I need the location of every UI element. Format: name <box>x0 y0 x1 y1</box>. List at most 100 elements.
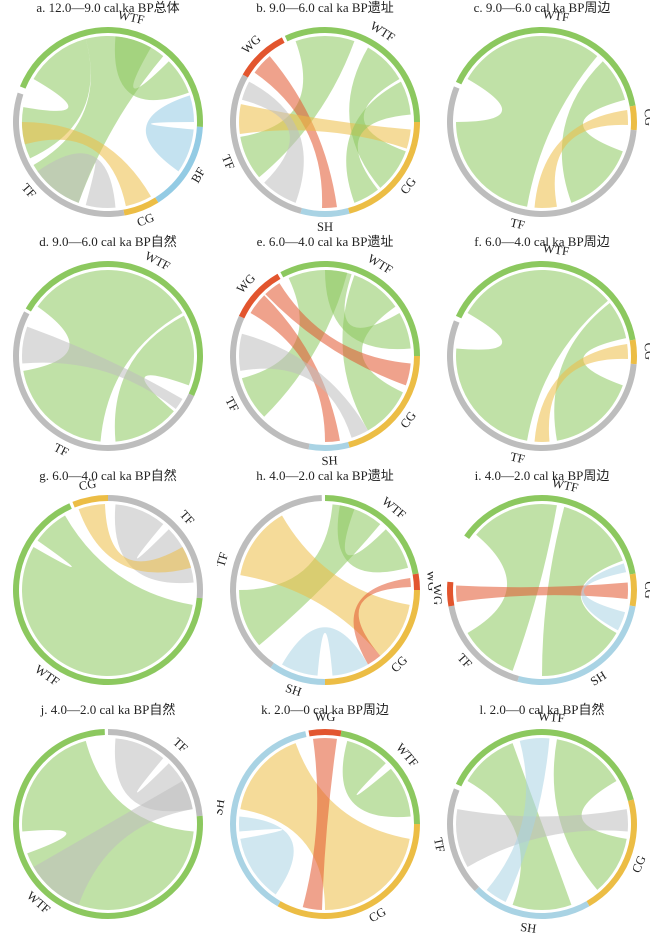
chord-ribbon <box>239 333 368 438</box>
chord-ribbon <box>553 739 627 890</box>
group-arc <box>277 824 420 920</box>
group-label: WTF <box>117 8 146 27</box>
group-arc <box>629 339 637 365</box>
group-label: BF <box>188 165 208 185</box>
chord-diagram: WTF CG TF <box>447 7 650 232</box>
chord-ribbon <box>114 315 194 442</box>
chord-ribbon <box>250 295 340 442</box>
group-arc <box>230 315 310 450</box>
group-arc <box>455 26 636 107</box>
chord-panel: g. 6.0—4.0 cal ka BP自然 CG TF WTF <box>0 468 216 700</box>
group-label: WG <box>434 584 445 605</box>
group-arc <box>447 788 480 892</box>
group-label: CG <box>78 476 98 493</box>
group-label: SH <box>217 798 227 816</box>
group-arc <box>230 74 302 214</box>
chord-ribbon <box>581 563 627 631</box>
panel-title: g. 6.0—4.0 cal ka BP自然 <box>39 468 177 483</box>
group-label: SH <box>519 920 537 934</box>
panel-title: c. 9.0—6.0 cal ka BP周边 <box>473 0 611 15</box>
group-label: SH <box>317 220 333 232</box>
group-label: WG <box>315 710 336 724</box>
chord-ribbon <box>534 344 628 442</box>
chord-ribbon <box>561 61 626 203</box>
chord-ribbon <box>265 283 411 386</box>
chord-ribbon <box>456 809 628 867</box>
chord-ribbon <box>554 303 627 441</box>
group-arc <box>108 729 203 817</box>
group-arc <box>325 590 420 685</box>
chord-ribbon <box>241 81 304 203</box>
chord-ribbon <box>302 738 337 910</box>
group-label: TF <box>219 153 238 172</box>
group-label: TF <box>177 508 197 528</box>
group-arc <box>308 729 342 737</box>
group-arc <box>629 573 637 607</box>
chord-ribbon <box>353 578 411 665</box>
panel-title: l. 2.0—0 cal ka BP自然 <box>479 702 605 717</box>
group-arc <box>280 261 420 356</box>
group-arc <box>13 92 125 217</box>
chord-panel: d. 9.0—6.0 cal ka BP自然 WTF TF <box>0 234 216 466</box>
chord-panel: i. 4.0—2.0 cal ka BP周边 WTF CG SH TF WG <box>434 468 650 700</box>
chord-panel: e. 6.0—4.0 cal ka BP遗址 WTF CG SH TF WG <box>217 234 433 466</box>
chord-ribbon <box>342 275 403 431</box>
group-label: CG <box>642 342 650 360</box>
chord-diagram: WTF CG SH TF <box>434 709 649 934</box>
group-label: CG <box>642 581 650 598</box>
group-arc <box>447 581 455 607</box>
chord-ribbon <box>254 56 337 209</box>
group-arc <box>455 729 634 801</box>
chord-ribbon <box>534 110 628 208</box>
panel-title: a. 12.0—9.0 cal ka BP总体 <box>36 0 180 15</box>
group-label: CG <box>642 108 650 126</box>
group-label: TF <box>434 836 448 853</box>
group-label: SH <box>321 453 338 466</box>
group-arc <box>348 356 420 448</box>
chord-panel: k. 2.0—0 cal ka BP周边 WG WTF CG SH <box>217 702 433 934</box>
chord-ribbon <box>342 740 411 818</box>
group-arc <box>270 662 325 685</box>
chord-ribbon <box>33 781 193 905</box>
chord-ribbon <box>78 504 192 573</box>
group-arc <box>474 886 590 919</box>
group-arc <box>284 26 420 122</box>
group-label: TF <box>509 215 526 232</box>
group-label: TF <box>52 440 71 459</box>
group-label: WG <box>424 570 433 592</box>
panel-title: k. 2.0—0 cal ka BP周边 <box>261 702 389 717</box>
chord-panel: f. 6.0—4.0 cal ka BP周边 WTF CG TF <box>434 234 650 466</box>
chord-ribbon <box>456 270 608 441</box>
chord-panel: h. 4.0—2.0 cal ka BP遗址 WTF WG CG SH TF <box>217 468 433 700</box>
group-arc <box>308 441 350 451</box>
chord-panel: l. 2.0—0 cal ka BP自然 WTF CG SH TF <box>434 702 650 934</box>
group-arc <box>325 495 419 575</box>
panel-title: h. 4.0—2.0 cal ka BP遗址 <box>256 468 394 483</box>
group-arc <box>412 573 420 590</box>
group-label: SH <box>284 681 303 699</box>
group-arc <box>517 605 636 685</box>
group-label: TF <box>509 449 526 466</box>
group-arc <box>238 273 281 319</box>
panel-title: b. 9.0—6.0 cal ka BP遗址 <box>256 0 394 15</box>
chord-ribbon <box>114 36 189 101</box>
panel-title: d. 9.0—6.0 cal ka BP自然 <box>39 234 177 249</box>
group-label: WTF <box>542 241 570 258</box>
group-arc <box>455 260 636 341</box>
chord-ribbon <box>21 515 193 676</box>
group-arc <box>629 105 637 131</box>
chord-ribbon <box>349 47 406 188</box>
group-arc <box>464 495 636 575</box>
group-label: WTF <box>542 7 570 24</box>
chord-ribbon <box>23 270 183 442</box>
group-label: WTF <box>538 709 566 725</box>
group-arc <box>123 197 159 216</box>
chord-ribbon <box>542 506 623 676</box>
